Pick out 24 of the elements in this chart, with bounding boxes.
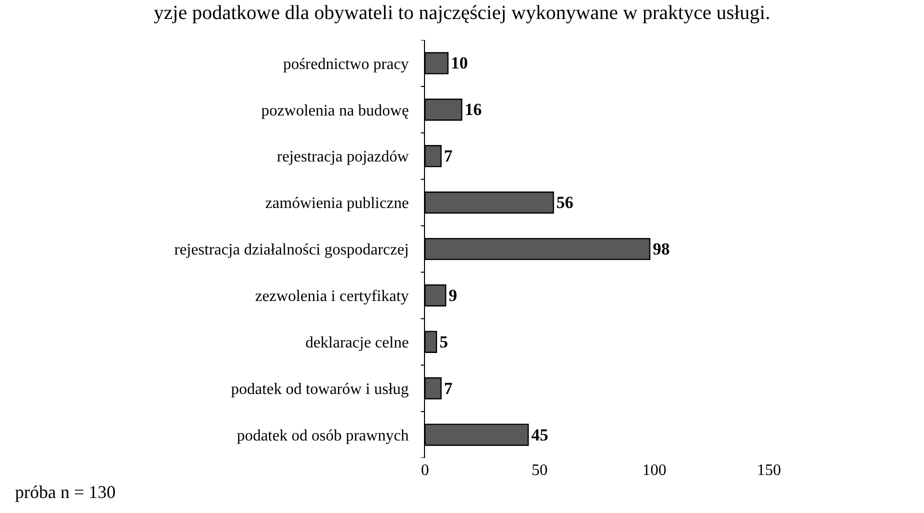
data-label: 9 <box>448 286 458 305</box>
text: próba n = 130 <box>15 482 116 502</box>
y-tick-label: deklaracje celne <box>305 334 409 352</box>
y-tick-label: pozwolenia na budowę <box>261 102 409 120</box>
data-label: 45 <box>531 425 548 444</box>
y-tick-label: rejestracja działalności gospodarczej <box>174 242 409 259</box>
y-tick-label: zamówienia publiczne <box>265 195 409 212</box>
data-label: 98 <box>652 240 670 258</box>
x-tick-label: 0 <box>421 462 429 479</box>
y-tick-label: podatek od osób prawnych <box>236 427 409 444</box>
x-tick-label: 50 <box>532 462 548 479</box>
chart-title: yzje podatkowe dla obywateli to najczęściej wykonywane w praktyce usługi. <box>154 2 770 24</box>
x-tick-label: 150 <box>757 462 781 479</box>
data-label: 7 <box>444 146 454 166</box>
data-label: 16 <box>464 100 482 120</box>
y-tick-label: podatek od towarów i usług <box>231 380 409 398</box>
y-tick-label: pośrednictwo pracy <box>283 56 409 73</box>
data-label: 7 <box>444 378 454 398</box>
data-label: 5 <box>439 332 448 352</box>
y-tick-label: zezwolenia i certyfikaty <box>255 288 409 306</box>
y-tick-label: rejestracja pojazdów <box>276 148 410 166</box>
x-tick-label: 100 <box>642 462 666 479</box>
data-label: 56 <box>556 193 574 212</box>
data-label: 10 <box>450 54 468 73</box>
